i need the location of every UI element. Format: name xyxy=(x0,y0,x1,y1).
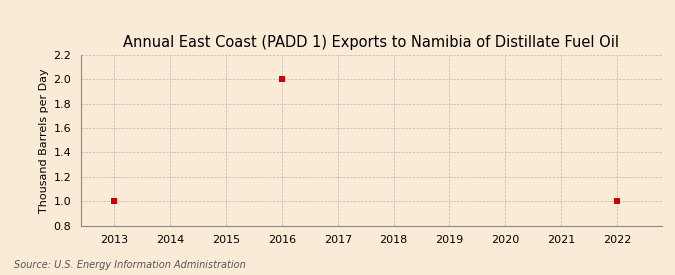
Point xyxy=(277,77,288,82)
Point xyxy=(612,199,622,203)
Text: Source: U.S. Energy Information Administration: Source: U.S. Energy Information Administ… xyxy=(14,260,245,270)
Title: Annual East Coast (PADD 1) Exports to Namibia of Distillate Fuel Oil: Annual East Coast (PADD 1) Exports to Na… xyxy=(124,35,619,50)
Y-axis label: Thousand Barrels per Day: Thousand Barrels per Day xyxy=(39,68,49,213)
Point xyxy=(109,199,120,203)
